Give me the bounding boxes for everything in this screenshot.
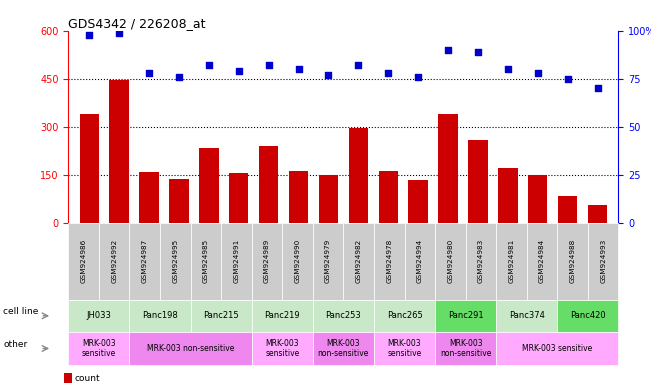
- Text: MRK-003
sensitive: MRK-003 sensitive: [387, 339, 422, 358]
- Bar: [408, 180, 428, 223]
- Bar: [528, 175, 547, 223]
- Point: [174, 74, 184, 80]
- Text: GSM924983: GSM924983: [478, 239, 484, 283]
- Text: cell line: cell line: [3, 308, 38, 316]
- Text: count: count: [74, 374, 100, 383]
- Point: [562, 76, 573, 82]
- Point: [264, 62, 274, 68]
- Bar: [438, 114, 458, 223]
- Text: MRK-003
sensitive: MRK-003 sensitive: [82, 339, 116, 358]
- Text: Panc265: Panc265: [387, 311, 422, 320]
- Text: Panc420: Panc420: [570, 311, 605, 320]
- Text: Panc215: Panc215: [203, 311, 239, 320]
- Point: [413, 74, 423, 80]
- Point: [592, 85, 603, 91]
- Point: [473, 49, 483, 55]
- Bar: [319, 175, 338, 223]
- Text: GSM924991: GSM924991: [234, 239, 240, 283]
- Bar: [169, 179, 189, 223]
- Text: other: other: [3, 340, 27, 349]
- Text: GSM924987: GSM924987: [142, 239, 148, 283]
- Text: JH033: JH033: [87, 311, 111, 320]
- Text: MRK-003 non-sensitive: MRK-003 non-sensitive: [147, 344, 234, 353]
- Point: [533, 70, 543, 76]
- Text: Panc253: Panc253: [326, 311, 361, 320]
- Bar: [588, 205, 607, 223]
- Bar: [199, 147, 219, 223]
- Text: Panc219: Panc219: [264, 311, 300, 320]
- Point: [234, 68, 244, 74]
- Text: GSM924994: GSM924994: [417, 239, 422, 283]
- Point: [294, 66, 304, 72]
- Text: MRK-003
non-sensitive: MRK-003 non-sensitive: [440, 339, 492, 358]
- Bar: [139, 172, 159, 223]
- Text: GSM924990: GSM924990: [294, 239, 301, 283]
- Text: GSM924978: GSM924978: [386, 239, 393, 283]
- Bar: [109, 80, 129, 223]
- Bar: [79, 114, 99, 223]
- Text: Panc374: Panc374: [509, 311, 545, 320]
- Text: GSM924979: GSM924979: [325, 239, 331, 283]
- Text: MRK-003
non-sensitive: MRK-003 non-sensitive: [318, 339, 369, 358]
- Bar: [558, 195, 577, 223]
- Point: [114, 30, 124, 36]
- Bar: [378, 171, 398, 223]
- Text: GSM924995: GSM924995: [173, 239, 178, 283]
- Text: GSM924980: GSM924980: [447, 239, 453, 283]
- Bar: [229, 173, 249, 223]
- Text: GSM924985: GSM924985: [203, 239, 209, 283]
- Point: [204, 62, 214, 68]
- Text: MRK-003 sensitive: MRK-003 sensitive: [522, 344, 592, 353]
- Text: GSM924984: GSM924984: [539, 239, 545, 283]
- Bar: [289, 171, 309, 223]
- Point: [324, 72, 334, 78]
- Point: [84, 31, 94, 38]
- Text: GSM924982: GSM924982: [355, 239, 362, 283]
- Bar: [259, 146, 279, 223]
- Point: [353, 62, 363, 68]
- Bar: [468, 140, 488, 223]
- Point: [503, 66, 513, 72]
- Text: GDS4342 / 226208_at: GDS4342 / 226208_at: [68, 17, 206, 30]
- Text: GSM924988: GSM924988: [570, 239, 575, 283]
- Text: GSM924989: GSM924989: [264, 239, 270, 283]
- Text: GSM924986: GSM924986: [81, 239, 87, 283]
- Point: [144, 70, 154, 76]
- Bar: [498, 168, 518, 223]
- Text: GSM924981: GSM924981: [508, 239, 514, 283]
- Text: GSM924993: GSM924993: [600, 239, 606, 283]
- Bar: [349, 128, 368, 223]
- Text: Panc291: Panc291: [448, 311, 484, 320]
- Text: MRK-003
sensitive: MRK-003 sensitive: [265, 339, 299, 358]
- Point: [383, 70, 393, 76]
- Point: [443, 47, 453, 53]
- Text: Panc198: Panc198: [142, 311, 178, 320]
- Text: GSM924992: GSM924992: [111, 239, 117, 283]
